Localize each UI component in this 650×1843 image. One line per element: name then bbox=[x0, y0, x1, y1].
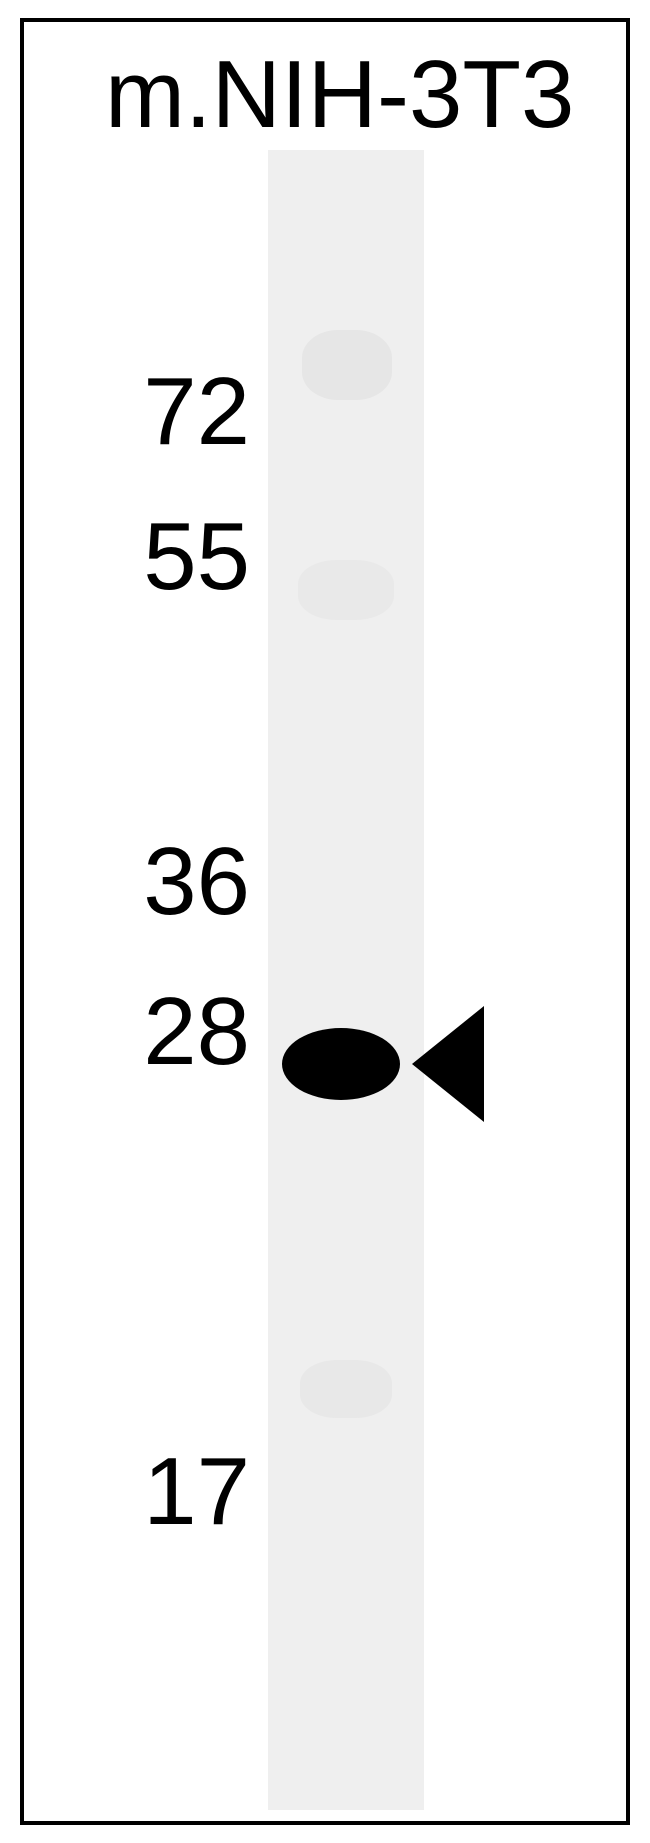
mw-label: 28 bbox=[143, 977, 250, 1087]
mw-label: 36 bbox=[143, 827, 250, 937]
lane-smudge bbox=[302, 330, 392, 400]
lane-smudge bbox=[300, 1360, 392, 1418]
detected-band bbox=[282, 1028, 400, 1100]
mw-label: 17 bbox=[143, 1437, 250, 1547]
lane-smudge bbox=[298, 560, 394, 620]
mw-label: 55 bbox=[143, 502, 250, 612]
mw-label: 72 bbox=[143, 357, 250, 467]
sample-label: m.NIH-3T3 bbox=[105, 40, 574, 150]
band-arrow-icon bbox=[412, 1006, 484, 1122]
